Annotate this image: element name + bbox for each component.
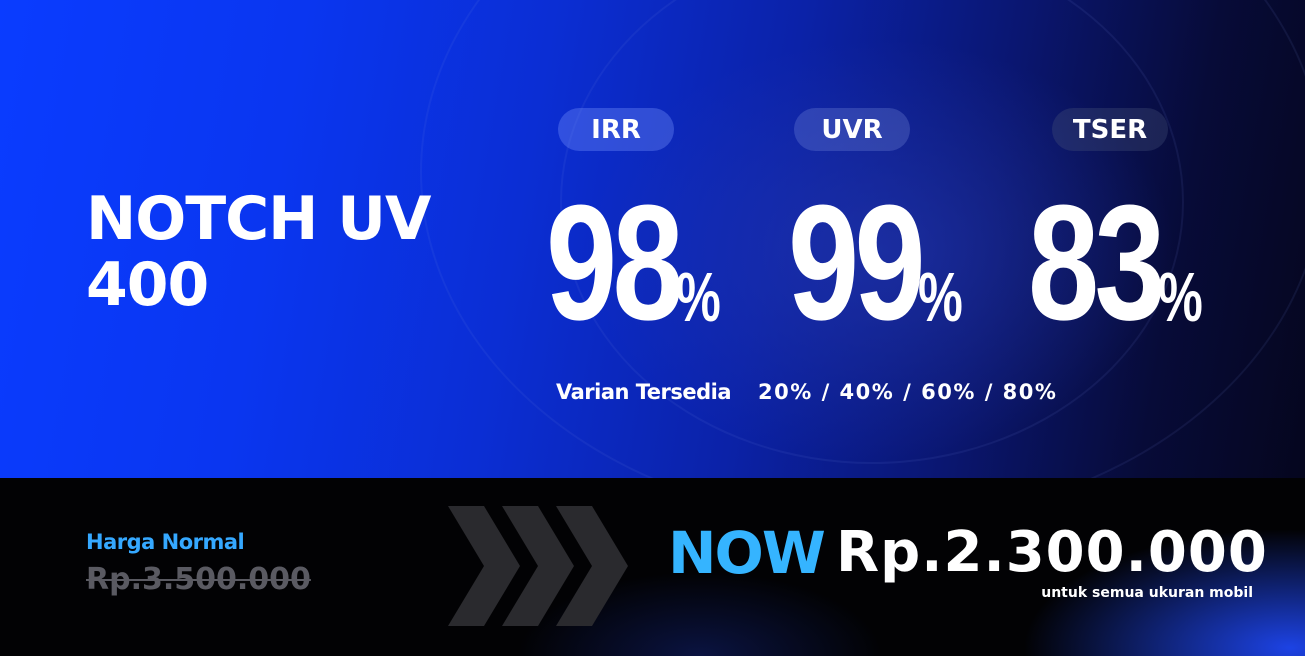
product-title-line1: NOTCH UV xyxy=(86,184,431,254)
variants-values: 20% / 40% / 60% / 80% xyxy=(758,380,1058,404)
now-price: Rp.2.300.000 xyxy=(836,520,1268,585)
stat-uvr: 99 % xyxy=(788,171,981,354)
pricing-panel xyxy=(0,478,1305,656)
product-title: NOTCH UV 400 xyxy=(86,186,506,318)
stat-value-irr: 98 xyxy=(546,171,684,354)
stat-value-tser: 83 xyxy=(1028,171,1166,354)
stat-unit-tser: % xyxy=(1158,258,1204,336)
stat-unit-irr: % xyxy=(676,258,722,336)
stat-tser: 83 % xyxy=(1028,171,1221,354)
stat-irr: 98 % xyxy=(546,171,739,354)
now-label: NOW xyxy=(668,519,826,587)
price-note: untuk semua ukuran mobil xyxy=(1041,585,1253,601)
stat-label-irr: IRR xyxy=(558,108,674,151)
chevron-right-icon xyxy=(502,506,574,626)
stat-unit-uvr: % xyxy=(918,258,964,336)
chevron-right-icon xyxy=(556,506,628,626)
stat-label-tser: TSER xyxy=(1052,108,1168,151)
variants-label: Varian Tersedia xyxy=(556,380,732,404)
product-title-line2: 400 xyxy=(86,250,209,320)
chevron-right-icon xyxy=(448,506,520,626)
stat-label-uvr: UVR xyxy=(794,108,910,151)
normal-price-label: Harga Normal xyxy=(86,530,245,554)
stat-value-uvr: 99 xyxy=(788,171,926,354)
normal-price: Rp.3.500.000 xyxy=(86,562,311,597)
chevron-arrows-icon xyxy=(448,506,628,626)
hero-panel: NOTCH UV 400 IRR UVR TSER 98 % 99 % 83 %… xyxy=(0,0,1305,478)
